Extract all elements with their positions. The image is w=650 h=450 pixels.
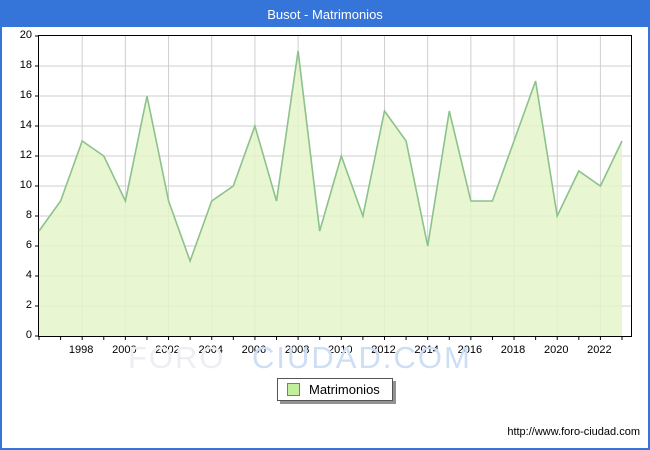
y-axis-label: 8 [25,209,32,221]
y-axis-label: 0 [25,329,32,341]
legend-label: Matrimonios [309,382,380,397]
y-axis-label: 18 [19,59,32,71]
x-axis-label: 2004 [198,344,223,356]
x-axis-label: 2012 [371,344,396,356]
x-axis-label: 2020 [543,344,569,356]
x-axis-label: 1998 [68,344,94,356]
y-axis-label: 12 [19,149,32,161]
y-axis-label: 16 [19,89,32,101]
x-axis-label: 2010 [328,344,353,356]
x-axis-label: 2018 [500,344,526,356]
x-axis-label: 2002 [155,344,180,356]
y-axis-label: 14 [19,119,32,131]
y-axis-label: 2 [25,299,32,311]
x-axis-label: 2000 [112,344,137,356]
x-axis-label: 2022 [587,344,612,356]
data-line [38,50,623,264]
page-title: Busot - Matrimonios [2,2,648,27]
y-axis-label: 6 [25,239,32,251]
y-axis-label: 10 [19,179,32,191]
plot-area [35,35,632,340]
x-axis-label: 2006 [241,344,267,356]
y-axis-label: 4 [25,269,32,281]
chart-canvas [35,35,631,340]
y-axis-label: 20 [19,29,32,41]
legend: Matrimonios [277,378,393,401]
x-axis-label: 2008 [284,344,310,356]
legend-swatch-icon [287,383,300,396]
x-axis-label: 2016 [457,344,483,356]
footer-url[interactable]: http://www.foro-ciudad.com [507,426,640,438]
x-axis-label: 2014 [414,344,439,356]
